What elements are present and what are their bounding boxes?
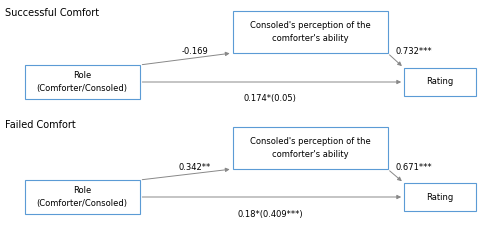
FancyBboxPatch shape	[24, 180, 140, 214]
Text: Successful Comfort: Successful Comfort	[5, 8, 99, 18]
Text: 0.732***: 0.732***	[395, 48, 432, 57]
Text: 0.342**: 0.342**	[179, 164, 211, 173]
Text: Rating: Rating	[426, 192, 454, 201]
FancyBboxPatch shape	[24, 65, 140, 99]
Text: 0.671***: 0.671***	[395, 164, 432, 173]
Text: Role
(Comforter/Consoled): Role (Comforter/Consoled)	[36, 71, 128, 93]
Text: -0.169: -0.169	[182, 48, 208, 57]
Text: Consoled's perception of the
comforter's ability: Consoled's perception of the comforter's…	[250, 137, 370, 159]
Text: Role
(Comforter/Consoled): Role (Comforter/Consoled)	[36, 186, 128, 208]
FancyBboxPatch shape	[232, 11, 388, 53]
FancyBboxPatch shape	[232, 127, 388, 169]
Text: Failed Comfort: Failed Comfort	[5, 120, 76, 130]
FancyBboxPatch shape	[404, 183, 476, 211]
Text: Rating: Rating	[426, 77, 454, 86]
Text: 0.18*(0.409***): 0.18*(0.409***)	[237, 210, 303, 219]
FancyBboxPatch shape	[404, 68, 476, 96]
Text: 0.174*(0.05): 0.174*(0.05)	[244, 94, 296, 103]
Text: Consoled's perception of the
comforter's ability: Consoled's perception of the comforter's…	[250, 21, 370, 43]
